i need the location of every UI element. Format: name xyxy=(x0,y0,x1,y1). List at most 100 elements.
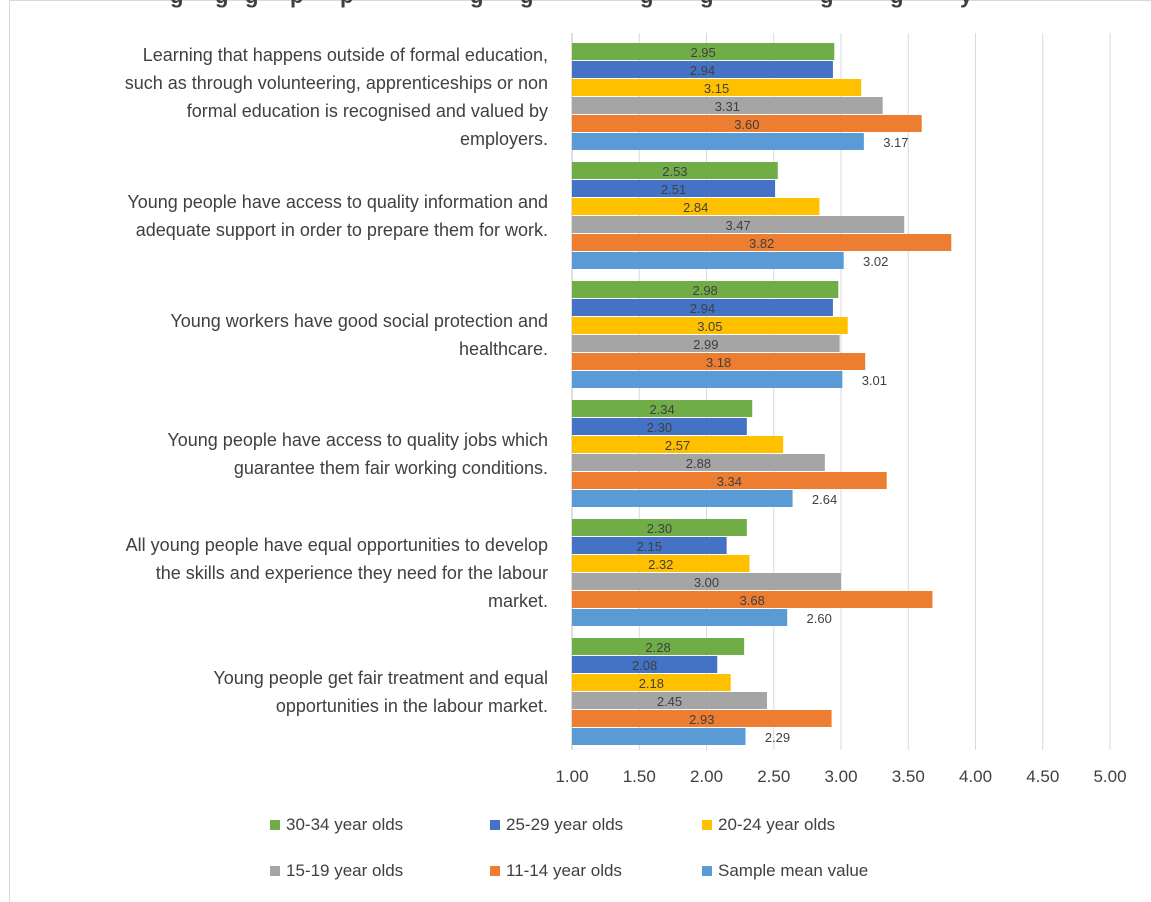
data-label: 3.34 xyxy=(717,474,742,489)
data-label: 3.82 xyxy=(749,236,774,251)
bar-11-14-year-olds xyxy=(572,710,832,727)
legend-label: 30-34 year olds xyxy=(286,815,403,834)
title-fragment: g xyxy=(640,0,653,8)
bar-11-14-year-olds xyxy=(572,353,866,370)
x-tick-label: 1.00 xyxy=(555,767,588,786)
data-label: 3.60 xyxy=(734,117,759,132)
bar-20-24-year-olds xyxy=(572,555,750,572)
bar-25-29-year-olds xyxy=(572,537,727,554)
bar-30-34-year-olds xyxy=(572,43,835,60)
legend-label: 15-19 year olds xyxy=(286,861,403,880)
data-label: 3.01 xyxy=(862,373,887,388)
x-tick-label: 4.50 xyxy=(1026,767,1059,786)
chart-border xyxy=(9,0,1151,902)
data-label: 2.29 xyxy=(765,730,790,745)
legend-label: 20-24 year olds xyxy=(718,815,835,834)
bar-25-29-year-olds xyxy=(572,180,776,197)
x-tick-label: 3.00 xyxy=(824,767,857,786)
bar-20-24-year-olds xyxy=(572,674,731,691)
legend-swatch xyxy=(270,866,280,876)
data-label: 3.18 xyxy=(706,355,731,370)
legend-swatch xyxy=(490,866,500,876)
category-label: Young people get fair treatment and equa… xyxy=(213,668,548,716)
gridlines xyxy=(571,33,1111,750)
category-label: All young people have equal opportunitie… xyxy=(126,535,548,611)
title-fragment: g xyxy=(520,0,533,8)
bar-sample-mean-value xyxy=(572,252,844,269)
category-label: Learning that happens outside of formal … xyxy=(125,45,548,149)
data-label: 3.15 xyxy=(704,81,729,96)
bar-20-24-year-olds xyxy=(572,317,848,334)
bar-15-19-year-olds xyxy=(572,216,905,233)
legend-label: 11-14 year olds xyxy=(506,861,622,880)
legend: 30-34 year olds 25-29 year olds 20-24 year… xyxy=(270,815,868,880)
bar-30-34-year-olds xyxy=(572,162,778,179)
bar-11-14-year-olds xyxy=(572,472,887,489)
category-label: Young people have access to quality jobs… xyxy=(167,430,548,478)
legend-swatch xyxy=(490,820,500,830)
category-labels: Learning that happens outside of formal … xyxy=(125,45,548,716)
data-label: 2.98 xyxy=(692,283,717,298)
x-tick-label: 4.00 xyxy=(959,767,992,786)
data-label: 2.84 xyxy=(683,200,708,215)
legend-swatch xyxy=(702,820,712,830)
data-label: 2.18 xyxy=(639,676,664,691)
data-label: 3.31 xyxy=(715,99,740,114)
bars xyxy=(572,43,952,745)
title-fragment: g xyxy=(170,0,183,8)
bar-15-19-year-olds xyxy=(572,573,841,590)
data-label: 2.28 xyxy=(645,640,670,655)
title-fragment: g xyxy=(215,0,228,8)
chart-title-clipped: gggppggggggy xyxy=(170,0,973,8)
bar-30-34-year-olds xyxy=(572,400,753,417)
data-label: 2.64 xyxy=(812,492,837,507)
bar-11-14-year-olds xyxy=(572,234,952,251)
bar-sample-mean-value xyxy=(572,371,843,388)
title-fragment: p xyxy=(290,0,303,8)
bar-sample-mean-value xyxy=(572,133,864,150)
data-label: 3.68 xyxy=(740,593,765,608)
bar-30-34-year-olds xyxy=(572,281,839,298)
title-fragment: g xyxy=(700,0,713,8)
title-fragment: g xyxy=(245,0,258,8)
legend-label: 25-29 year olds xyxy=(506,815,623,834)
category-label: Young people have access to quality info… xyxy=(127,192,548,240)
bar-15-19-year-olds xyxy=(572,692,768,709)
data-label: 2.30 xyxy=(647,521,672,536)
data-labels: 2.95 2.94 3.15 3.31 3.60 3.17 2.53 2.51 2.84 3.47… xyxy=(632,45,909,745)
bar-15-19-year-olds xyxy=(572,335,840,352)
data-label: 2.30 xyxy=(647,420,672,435)
title-fragment: g xyxy=(470,0,483,8)
x-tick-label: 3.50 xyxy=(892,767,925,786)
bar-15-19-year-olds xyxy=(572,97,883,114)
x-axis-tick-labels: 1.00 1.50 2.00 2.50 3.00 3.50 4.00 4.50 5.00 xyxy=(555,767,1126,786)
data-label: 3.17 xyxy=(883,135,908,150)
data-label: 2.51 xyxy=(661,182,686,197)
data-label: 2.99 xyxy=(693,337,718,352)
bar-20-24-year-olds xyxy=(572,79,862,96)
data-label: 2.88 xyxy=(686,456,711,471)
bar-25-29-year-olds xyxy=(572,61,833,78)
data-label: 2.94 xyxy=(690,301,715,316)
bar-25-29-year-olds xyxy=(572,299,833,316)
data-label: 2.34 xyxy=(649,402,674,417)
title-fragment: g xyxy=(820,0,833,8)
x-tick-label: 5.00 xyxy=(1093,767,1126,786)
data-label: 2.57 xyxy=(665,438,690,453)
bar-30-34-year-olds xyxy=(572,519,747,536)
legend-swatch xyxy=(702,866,712,876)
bar-20-24-year-olds xyxy=(572,436,784,453)
bar-11-14-year-olds xyxy=(572,591,933,608)
data-label: 3.02 xyxy=(863,254,888,269)
legend-label: Sample mean value xyxy=(718,861,868,880)
data-label: 3.47 xyxy=(725,218,750,233)
title-fragment: g xyxy=(890,0,903,8)
data-label: 2.32 xyxy=(648,557,673,572)
title-fragment: p xyxy=(340,0,353,8)
data-label: 2.60 xyxy=(807,611,832,626)
title-fragment: y xyxy=(960,0,973,8)
x-tick-label: 2.00 xyxy=(690,767,723,786)
bar-25-29-year-olds xyxy=(572,656,718,673)
